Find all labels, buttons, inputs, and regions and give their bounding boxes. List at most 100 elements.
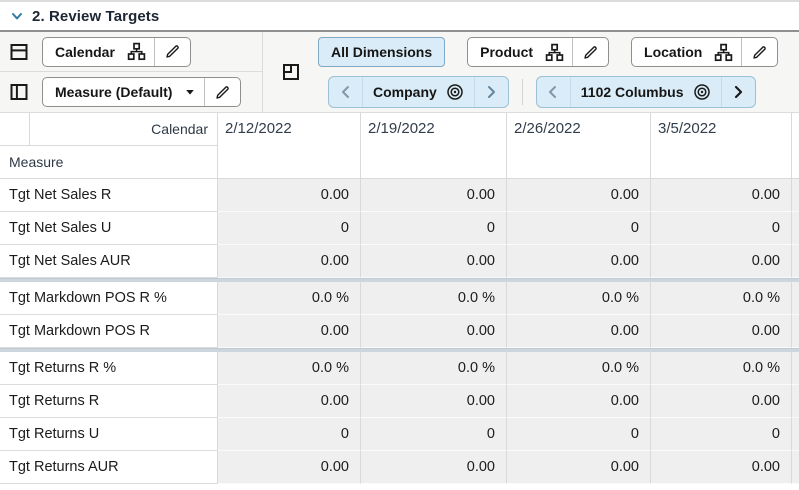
column-header[interactable]: 3/5/2022 xyxy=(651,113,792,178)
product-edit-button[interactable] xyxy=(573,44,608,61)
grid-cell[interactable]: 0.0 % xyxy=(218,352,361,385)
section-collapse-button[interactable] xyxy=(9,8,25,24)
location-position-button[interactable]: 1102 Columbus xyxy=(571,77,721,107)
grid-cell-partial xyxy=(792,282,799,315)
section-header: 2. Review Targets xyxy=(0,0,799,32)
table-row: Tgt Net Sales AUR 0.00 0.00 0.00 0.00 xyxy=(0,245,799,278)
grid-cell[interactable]: 0 xyxy=(361,418,507,451)
grid-cell-partial xyxy=(792,352,799,385)
product-position-button[interactable]: Company xyxy=(363,77,474,107)
section-title: 2. Review Targets xyxy=(32,7,160,25)
grid-cell[interactable]: 0.0 % xyxy=(361,282,507,315)
row-header[interactable]: Tgt Net Sales AUR xyxy=(0,245,218,278)
product-dimension-button[interactable]: Product xyxy=(467,37,610,67)
grid-cell[interactable]: 0.0 % xyxy=(218,282,361,315)
bullseye-icon xyxy=(693,84,710,100)
grid-cell[interactable]: 0.0 % xyxy=(507,352,651,385)
grid-cell[interactable]: 0.0 % xyxy=(651,282,792,315)
calendar-axis-button[interactable]: Calendar xyxy=(42,36,191,67)
table-row: Tgt Returns R 0.00 0.00 0.00 0.00 xyxy=(0,385,799,418)
grid-cell[interactable]: 0 xyxy=(218,418,361,451)
grid-cell-partial xyxy=(792,315,799,348)
button-divider xyxy=(572,38,574,66)
grid-cell-partial xyxy=(792,451,799,484)
grid-cell[interactable]: 0.0 % xyxy=(361,352,507,385)
measure-axis-label: Measure (Default) xyxy=(55,84,173,100)
calendar-axis-label: Calendar xyxy=(55,43,115,60)
button-divider xyxy=(204,78,206,106)
grid-cell[interactable]: 0.00 xyxy=(361,245,507,278)
grid-cell[interactable]: 0.00 xyxy=(651,245,792,278)
grid-cell[interactable]: 0 xyxy=(361,212,507,245)
table-row: Tgt Markdown POS R % 0.0 % 0.0 % 0.0 % 0… xyxy=(0,282,799,315)
chevron-down-icon xyxy=(12,13,22,20)
column-header[interactable]: 2/12/2022 xyxy=(218,113,361,178)
grid-cell[interactable]: 0.00 xyxy=(361,179,507,212)
location-prev-button[interactable] xyxy=(537,77,570,107)
grid-cell[interactable]: 0.00 xyxy=(361,315,507,348)
location-edit-button[interactable] xyxy=(742,44,777,61)
column-header[interactable]: 2/26/2022 xyxy=(507,113,651,178)
grid-cell[interactable]: 0.00 xyxy=(361,385,507,418)
rows-layout-icon xyxy=(10,43,28,60)
location-next-button[interactable] xyxy=(722,77,755,107)
row-header[interactable]: Tgt Markdown POS R xyxy=(0,315,218,348)
grid-cell[interactable]: 0.00 xyxy=(507,385,651,418)
corner-stub-cell xyxy=(0,113,30,145)
grid-cell[interactable]: 0.00 xyxy=(361,451,507,484)
location-dimension-button[interactable]: Location xyxy=(631,37,779,67)
chevron-right-icon xyxy=(734,85,743,99)
grid-cell[interactable]: 0.00 xyxy=(507,179,651,212)
row-header[interactable]: Tgt Returns U xyxy=(0,418,218,451)
pencil-icon xyxy=(166,45,179,58)
grid-header: Calendar Measure 2/12/2022 2/19/2022 2/2… xyxy=(0,113,799,179)
page-dimension-buttons: All Dimensions Product xyxy=(318,32,799,72)
grid-cell[interactable]: 0 xyxy=(651,212,792,245)
table-row: Tgt Returns R % 0.0 % 0.0 % 0.0 % 0.0 % xyxy=(0,352,799,385)
row-axis-row: Measure (Default) xyxy=(0,72,262,112)
all-dimensions-button[interactable]: All Dimensions xyxy=(318,37,446,67)
grid-cell[interactable]: 0.00 xyxy=(507,451,651,484)
grid-cell[interactable]: 0.00 xyxy=(218,385,361,418)
grid-cell[interactable]: 0.00 xyxy=(507,245,651,278)
row-header[interactable]: Tgt Markdown POS R % xyxy=(0,282,218,315)
product-position-selector: Company xyxy=(328,76,509,108)
button-divider xyxy=(741,38,743,66)
measure-axis-button[interactable]: Measure (Default) xyxy=(42,77,242,107)
chevron-right-icon xyxy=(488,86,496,98)
grid-cell[interactable]: 0.00 xyxy=(218,315,361,348)
product-position-label: Company xyxy=(373,84,437,100)
table-row: Tgt Returns U 0 0 0 0 xyxy=(0,418,799,451)
product-prev-button[interactable] xyxy=(329,77,362,107)
pencil-icon xyxy=(216,85,230,99)
row-header[interactable]: Tgt Returns R % xyxy=(0,352,218,385)
row-header[interactable]: Tgt Returns AUR xyxy=(0,451,218,484)
axis-section: Calendar xyxy=(0,32,263,112)
grid-cell[interactable]: 0.0 % xyxy=(507,282,651,315)
grid-cell[interactable]: 0.00 xyxy=(218,451,361,484)
row-header[interactable]: Tgt Net Sales R xyxy=(0,179,218,212)
grid-cell[interactable]: 0.00 xyxy=(651,385,792,418)
grid-cell[interactable]: 0 xyxy=(507,418,651,451)
pencil-icon xyxy=(584,45,597,59)
grid-cell[interactable]: 0.00 xyxy=(651,179,792,212)
bullseye-icon xyxy=(447,84,463,100)
grid-cell[interactable]: 0.00 xyxy=(507,315,651,348)
hierarchy-icon xyxy=(712,43,741,62)
row-header[interactable]: Tgt Net Sales U xyxy=(0,212,218,245)
grid-cell[interactable]: 0 xyxy=(651,418,792,451)
measure-edit-button[interactable] xyxy=(205,84,240,101)
row-header[interactable]: Tgt Returns R xyxy=(0,385,218,418)
grid-cell[interactable]: 0 xyxy=(507,212,651,245)
calendar-edit-button[interactable] xyxy=(155,43,190,60)
grid-cell[interactable]: 0.00 xyxy=(218,245,361,278)
grid-cell[interactable]: 0 xyxy=(218,212,361,245)
column-header[interactable]: 2/19/2022 xyxy=(361,113,507,178)
grid-cell[interactable]: 0.00 xyxy=(651,451,792,484)
grid-cell[interactable]: 0.00 xyxy=(651,315,792,348)
pivot-toolbar: Calendar xyxy=(0,32,799,113)
product-next-button[interactable] xyxy=(475,77,508,107)
location-position-selector: 1102 Columbus xyxy=(535,76,756,108)
grid-cell[interactable]: 0.0 % xyxy=(651,352,792,385)
grid-cell[interactable]: 0.00 xyxy=(218,179,361,212)
